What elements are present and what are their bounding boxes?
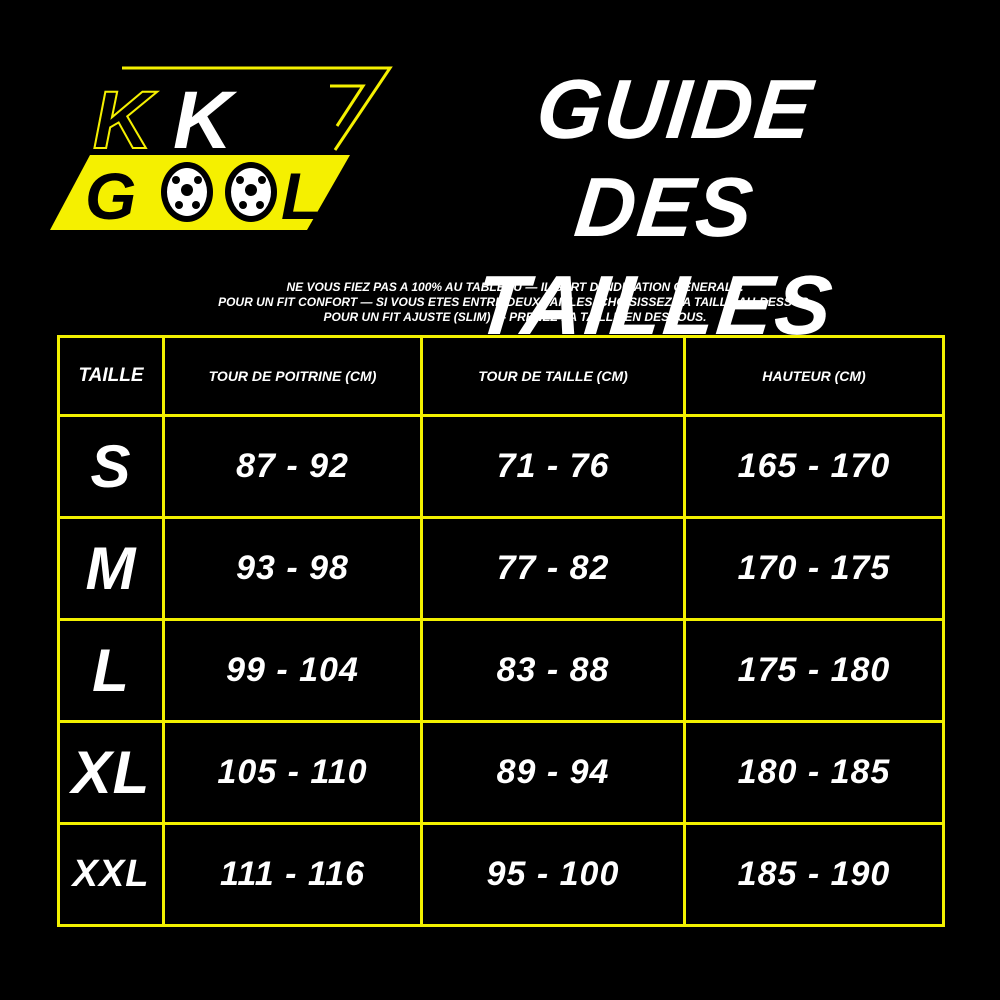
table-row: XL 105 - 110 89 - 94 180 - 185 bbox=[57, 720, 945, 825]
waist-cell: 89 - 94 bbox=[420, 720, 686, 825]
waist-cell: 95 - 100 bbox=[420, 822, 686, 927]
size-cell: M bbox=[57, 516, 165, 621]
size-cell: L bbox=[57, 618, 165, 723]
table-row: M 93 - 98 77 - 82 170 - 175 bbox=[57, 516, 945, 621]
size-cell: XL bbox=[57, 720, 165, 825]
height-cell: 180 - 185 bbox=[683, 720, 945, 825]
title-line-1: GUIDE bbox=[532, 62, 819, 156]
header-height: HAUTEUR (CM) bbox=[683, 335, 945, 417]
waist-cell: 83 - 88 bbox=[420, 618, 686, 723]
header-waist: TOUR DE TAILLE (CM) bbox=[420, 335, 686, 417]
height-cell: 170 - 175 bbox=[683, 516, 945, 621]
note-line: NE VOUS FIEZ PAS A 100% AU TABLEAU — IL … bbox=[286, 280, 744, 294]
size-notes: NE VOUS FIEZ PAS A 100% AU TABLEAU — IL … bbox=[100, 280, 930, 325]
chest-cell: 93 - 98 bbox=[162, 516, 423, 621]
chest-cell: 99 - 104 bbox=[162, 618, 423, 723]
svg-text:K: K bbox=[173, 75, 238, 166]
table-header-row: TAILLE TOUR DE POITRINE (CM) TOUR DE TAI… bbox=[57, 335, 945, 417]
waist-cell: 77 - 82 bbox=[420, 516, 686, 621]
page-title: GUIDE DES TAILLES bbox=[390, 60, 951, 352]
note-line: POUR UN FIT AJUSTE (SLIM) — PRENEZ LA TA… bbox=[323, 310, 707, 324]
height-cell: 165 - 170 bbox=[683, 414, 945, 519]
header-size: TAILLE bbox=[57, 335, 165, 417]
title-line-2: DES TAILLES bbox=[470, 160, 839, 352]
table-row: L 99 - 104 83 - 88 175 - 180 bbox=[57, 618, 945, 723]
soccer-ball-icon bbox=[225, 162, 277, 222]
svg-text:L: L bbox=[281, 159, 321, 233]
size-cell: S bbox=[57, 414, 165, 519]
note-line: POUR UN FIT CONFORT — SI VOUS ETES ENTRE… bbox=[218, 295, 812, 309]
size-cell: XXL bbox=[57, 822, 165, 927]
header-chest: TOUR DE POITRINE (CM) bbox=[162, 335, 423, 417]
chest-cell: 87 - 92 bbox=[162, 414, 423, 519]
svg-text:K: K bbox=[93, 75, 158, 166]
table-row: XXL 111 - 116 95 - 100 185 - 190 bbox=[57, 822, 945, 927]
waist-cell: 71 - 76 bbox=[420, 414, 686, 519]
height-cell: 175 - 180 bbox=[683, 618, 945, 723]
table-row: S 87 - 92 71 - 76 165 - 170 bbox=[57, 414, 945, 519]
kk-gool-logo: K K G L bbox=[50, 66, 393, 233]
svg-text:G: G bbox=[85, 159, 136, 233]
chest-cell: 105 - 110 bbox=[162, 720, 423, 825]
height-cell: 185 - 190 bbox=[683, 822, 945, 927]
size-table: TAILLE TOUR DE POITRINE (CM) TOUR DE TAI… bbox=[57, 335, 945, 927]
chest-cell: 111 - 116 bbox=[162, 822, 423, 927]
soccer-ball-icon bbox=[161, 162, 213, 222]
